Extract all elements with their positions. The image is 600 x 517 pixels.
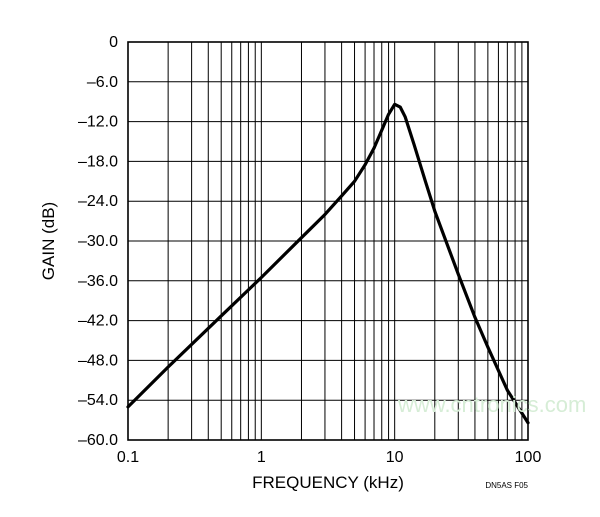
svg-text:–60.0: –60.0 (78, 432, 118, 449)
svg-text:100: 100 (515, 449, 542, 466)
svg-text:–30.0: –30.0 (78, 233, 118, 250)
svg-text:FREQUENCY (kHz): FREQUENCY (kHz) (252, 473, 404, 492)
svg-text:DN5AS F05: DN5AS F05 (485, 481, 528, 490)
svg-text:1: 1 (257, 449, 266, 466)
svg-text:–18.0: –18.0 (78, 153, 118, 170)
svg-text:–36.0: –36.0 (78, 273, 118, 290)
svg-text:–6.0: –6.0 (87, 74, 118, 91)
svg-text:0: 0 (109, 34, 118, 51)
svg-text:–54.0: –54.0 (78, 392, 118, 409)
svg-text:–24.0: –24.0 (78, 193, 118, 210)
gain-vs-frequency-chart: 0 –6.0 –12.0 –18.0 –24.0 –30.0 –36.0 –42.0 –48.0… (0, 0, 600, 517)
svg-text:–42.0: –42.0 (78, 313, 118, 330)
svg-text:–48.0: –48.0 (78, 352, 118, 369)
svg-text:10: 10 (386, 449, 404, 466)
svg-text:GAIN (dB): GAIN (dB) (39, 202, 58, 280)
svg-text:0.1: 0.1 (117, 449, 139, 466)
svg-text:–12.0: –12.0 (78, 114, 118, 131)
